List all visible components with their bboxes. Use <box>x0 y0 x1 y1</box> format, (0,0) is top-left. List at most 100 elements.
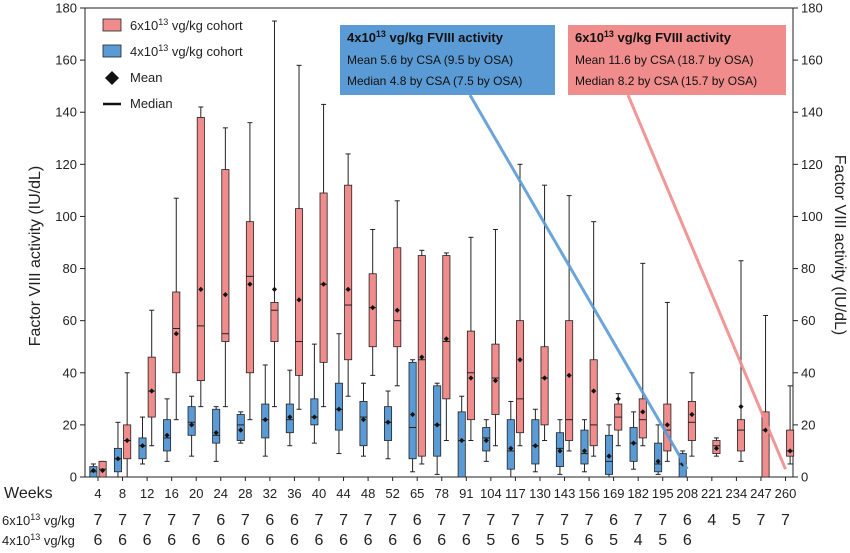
mean-marker <box>149 388 155 394</box>
n-value: 6 <box>413 512 422 529</box>
y-axis-title-left: Factor VIII activity (IU/dL) <box>27 166 44 346</box>
week-label: 78 <box>435 486 449 501</box>
box-high-week-20 <box>196 106 205 408</box>
box-iqr <box>516 320 525 434</box>
y-tick-label-left: 160 <box>55 53 77 68</box>
mean-marker <box>370 305 376 311</box>
plot-frame <box>84 7 794 478</box>
box-iqr <box>531 419 540 465</box>
mean-marker <box>320 281 327 287</box>
box-high-week-143 <box>565 195 574 452</box>
n-value: 7 <box>560 512 569 529</box>
mean-marker <box>517 357 523 363</box>
y-tick-label-right: 100 <box>801 209 823 224</box>
box-low-week-143 <box>555 419 564 475</box>
n-value: 6 <box>118 532 127 549</box>
week-label: 44 <box>336 486 350 501</box>
legend-label: Mean <box>130 70 163 85</box>
mean-marker <box>532 443 538 449</box>
y-tick-label-right: 180 <box>801 1 823 16</box>
week-label: 48 <box>361 486 375 501</box>
mean-marker <box>336 406 342 412</box>
n-value: 6 <box>94 532 103 549</box>
box-iqr <box>663 403 672 452</box>
mean-marker <box>271 286 278 292</box>
n-value: 7 <box>437 512 446 529</box>
annotation-box <box>568 25 786 95</box>
box-low-week-4 <box>89 463 98 478</box>
box-high-week-12 <box>147 309 156 447</box>
box-iqr <box>319 192 328 363</box>
box-high-week-104 <box>491 228 500 447</box>
week-label: 104 <box>480 486 502 501</box>
box-iqr <box>138 437 147 460</box>
mean-marker <box>385 419 391 425</box>
n-value: 6 <box>143 532 152 549</box>
week-label: 208 <box>676 486 698 501</box>
box-low-week-104 <box>482 419 491 462</box>
n-value: 6 <box>609 512 618 529</box>
mean-marker <box>664 422 670 428</box>
n-value: 6 <box>339 532 348 549</box>
annotation-line: Mean 11.6 by CSA (18.7 by OSA) <box>575 53 754 67</box>
annotation-pointer-line <box>626 94 787 470</box>
box-iqr <box>359 401 368 447</box>
y-tick-label-left: 0 <box>70 470 77 485</box>
n-value: 7 <box>756 512 765 529</box>
n-value: 7 <box>241 512 250 529</box>
box-iqr <box>687 401 696 441</box>
mean-marker <box>238 427 244 433</box>
annotation-line: Median 8.2 by CSA (15.7 by OSA) <box>575 74 757 88</box>
mean-marker <box>247 281 253 287</box>
annotation-title: 4x1013 vg/kg FVIII activity <box>347 29 504 45</box>
axes-layer: 0 0 20 20 40 40 60 60 80 80 100 100 120 120 140 140 160 1… <box>55 1 822 485</box>
week-label: 91 <box>459 486 473 501</box>
week-label: 221 <box>701 486 723 501</box>
box-low-week-65 <box>408 359 417 473</box>
n-value: 6 <box>388 532 397 549</box>
mean-marker <box>557 448 563 454</box>
box-high-week-260 <box>786 385 795 465</box>
box-high-week-130 <box>540 184 549 442</box>
box-high-week-44 <box>344 153 353 397</box>
mean-marker <box>173 331 179 337</box>
mean-marker <box>213 430 219 436</box>
legend-item-median: Median <box>103 96 173 111</box>
week-label: 156 <box>578 486 600 501</box>
mean-marker <box>762 427 769 433</box>
n-value: 6 <box>437 532 446 549</box>
n-value: 6 <box>290 512 299 529</box>
week-label: 20 <box>189 486 203 501</box>
legend-label: 6x1013 vg/kg cohort <box>130 17 243 33</box>
n-value: 7 <box>167 512 176 529</box>
legend-label: 4x1013 vg/kg cohort <box>130 43 243 59</box>
week-label: 234 <box>726 486 748 501</box>
box-low-week-117 <box>506 400 515 478</box>
week-label: 36 <box>287 486 301 501</box>
n-row-label: 4x1013 vg/kg <box>2 532 75 548</box>
n-value: 5 <box>536 532 545 549</box>
mean-marker <box>222 292 228 298</box>
box-high-week-234 <box>736 260 745 462</box>
week-label: 28 <box>238 486 252 501</box>
week-label: 143 <box>554 486 576 501</box>
legend-item-mean: Mean <box>105 70 163 85</box>
n-value: 5 <box>609 532 618 549</box>
n-value: 5 <box>732 512 741 529</box>
y-tick-label-right: 60 <box>801 313 815 328</box>
legend-diamond <box>105 71 119 85</box>
mean-marker <box>198 286 204 292</box>
box-iqr <box>540 346 549 426</box>
week-label: 195 <box>652 486 674 501</box>
box-low-week-156 <box>580 419 589 473</box>
n-value: 7 <box>118 512 127 529</box>
box-iqr <box>786 429 795 457</box>
y-tick-label-right: 40 <box>801 365 815 380</box>
week-label: 65 <box>410 486 424 501</box>
box-iqr <box>589 359 598 447</box>
box-low-week-78 <box>433 382 442 475</box>
box-high-week-36 <box>295 64 304 410</box>
y-tick-label-right: 0 <box>801 470 808 485</box>
legend: 6x1013 vg/kg cohort 4x1013 vg/kg cohort Me… <box>102 17 243 111</box>
n-value: 6 <box>462 532 471 549</box>
